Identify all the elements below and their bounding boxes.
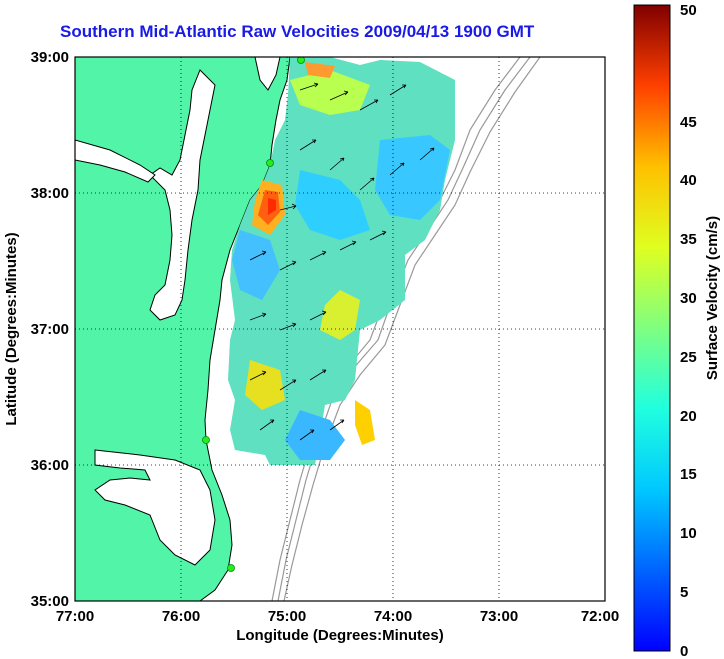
x-tick-label: 77:00 bbox=[56, 608, 94, 625]
colorbar-tick-label: 50 bbox=[680, 2, 697, 19]
y-tick-label: 37:00 bbox=[31, 321, 69, 338]
colorbar-tick-label: 15 bbox=[680, 466, 697, 483]
grid bbox=[75, 57, 605, 601]
colorbar-tick-label: 5 bbox=[680, 584, 688, 601]
colorbar-tick-labels: 0 5 10 15 20 25 30 35 40 45 50 bbox=[680, 2, 697, 659]
pamlico-sound bbox=[94, 449, 216, 566]
x-tick-label: 74:00 bbox=[374, 608, 412, 625]
y-tick-label: 38:00 bbox=[31, 185, 69, 202]
colorbar-tick-label: 45 bbox=[680, 114, 697, 131]
colorbar-tick-label: 30 bbox=[680, 290, 697, 307]
velocity-field bbox=[228, 57, 455, 465]
x-tick-label: 76:00 bbox=[162, 608, 200, 625]
map-title: Southern Mid-Atlantic Raw Velocities 200… bbox=[60, 22, 535, 41]
x-tick-label: 73:00 bbox=[480, 608, 518, 625]
plot-border bbox=[74, 56, 606, 602]
colorbar-tick-label: 20 bbox=[680, 408, 697, 425]
x-tick-label: 72:00 bbox=[581, 608, 619, 625]
colorbar-tick-label: 40 bbox=[680, 172, 697, 189]
chesapeake-bay bbox=[149, 69, 216, 321]
delaware-bay bbox=[254, 57, 281, 91]
y-tick-label: 35:00 bbox=[31, 593, 69, 610]
x-tick-label: 75:00 bbox=[268, 608, 306, 625]
x-axis-label: Longitude (Degrees:Minutes) bbox=[236, 627, 444, 644]
colorbar-tick-label: 25 bbox=[680, 349, 697, 366]
colorbar bbox=[633, 4, 671, 652]
y-axis-label: Latitude (Degrees:Minutes) bbox=[3, 232, 20, 425]
river-inlet bbox=[75, 139, 156, 183]
colorbar-tick-label: 0 bbox=[680, 643, 688, 659]
colorbar-tick-label: 35 bbox=[680, 231, 697, 248]
colorbar-tick-label: 10 bbox=[680, 525, 697, 542]
current-arrows bbox=[249, 82, 435, 441]
y-tick-labels: 39:00 38:00 37:00 36:00 35:00 bbox=[31, 49, 69, 610]
x-tick-labels: 77:00 76:00 75:00 74:00 73:00 72:00 bbox=[56, 608, 619, 625]
radar-stations bbox=[202, 57, 305, 572]
y-tick-label: 39:00 bbox=[31, 49, 69, 66]
y-tick-label: 36:00 bbox=[31, 457, 69, 474]
colorbar-label: Surface Velocity (cm/s) bbox=[704, 216, 721, 380]
